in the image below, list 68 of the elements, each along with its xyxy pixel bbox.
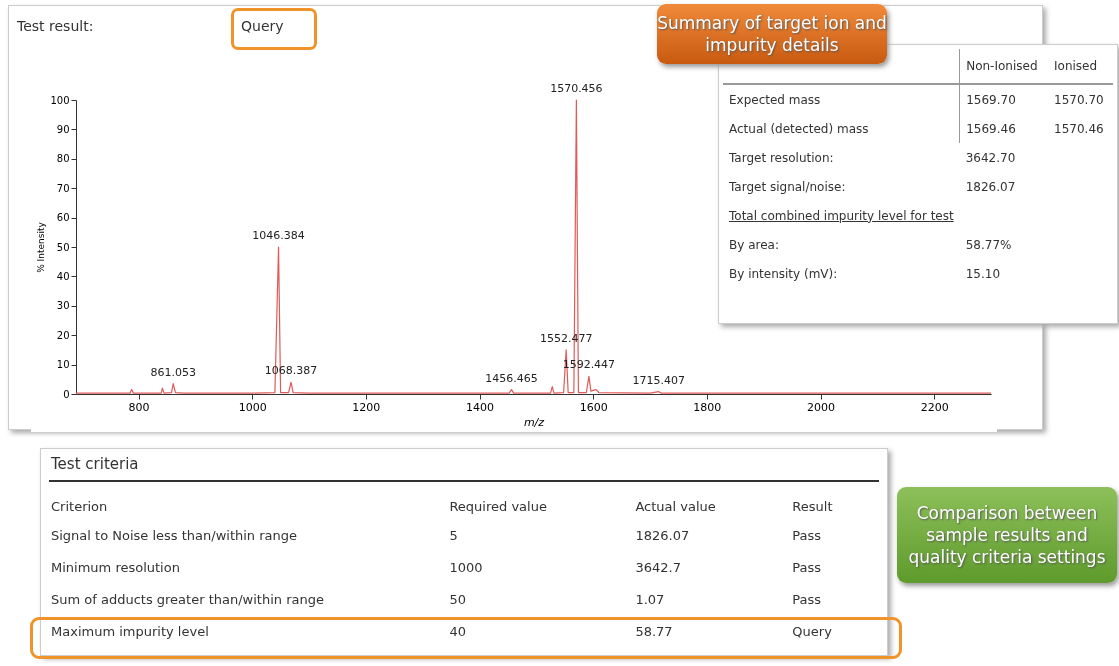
text: 5 <box>449 527 458 543</box>
text: 58.77% <box>965 237 1012 252</box>
text: 3642.7 <box>635 559 681 575</box>
text: 1569.70 <box>966 92 1016 107</box>
text: 1569.46 <box>966 121 1016 136</box>
x-tick-label: 1400 <box>466 400 495 414</box>
category-label: Result <box>791 497 834 516</box>
text: 1.07 <box>635 591 665 607</box>
text: Criterion <box>50 497 109 516</box>
text: Pass <box>792 527 822 543</box>
text: Summary of target ion and impurity details <box>657 4 887 64</box>
category-label: Total combined impurity level for test <box>729 208 954 223</box>
x-tick-label: 1000 <box>238 400 267 414</box>
category-label: By intensity (mV): <box>729 266 838 281</box>
text: Comparison between sample results and quality criteria settings <box>897 487 1117 583</box>
category-label: Signal to Noise less than/within range <box>51 527 298 543</box>
text: 3642.70 <box>965 150 1016 165</box>
annotation: 1715.407 <box>632 373 686 387</box>
category-label: Actual (detected) mass <box>729 121 869 136</box>
category-label: Maximum impurity level <box>51 623 209 639</box>
y-tick-label: 0 <box>63 388 70 400</box>
text: 40 <box>449 623 466 639</box>
category-label: Minimum resolution <box>51 559 180 575</box>
text: Pass <box>792 591 822 607</box>
category-label: Non-Ionised <box>959 49 1049 84</box>
x-axis-title: m/z <box>523 415 545 429</box>
category-label: Required value <box>448 497 548 516</box>
y-tick-label: 50 <box>56 241 70 253</box>
annotation: 1570.456 <box>550 82 603 95</box>
x-tick-label: 1600 <box>579 400 608 414</box>
x-tick-label: 2200 <box>920 400 949 414</box>
category-label: By area: <box>729 237 779 252</box>
y-tick-label: 90 <box>56 123 70 135</box>
x-tick-label: 800 <box>128 400 150 414</box>
y-tick-label: 80 <box>56 153 70 165</box>
y-axis-title: % Intensity <box>36 221 47 273</box>
text: 1570.70 <box>1054 92 1104 107</box>
category-label: Expected mass <box>729 92 821 107</box>
text: 1826.07 <box>635 527 690 543</box>
text: Query <box>792 623 832 639</box>
x-tick-label: 2000 <box>807 400 835 414</box>
chart-title: Test result: <box>17 18 94 34</box>
text: Test criteria <box>51 455 139 473</box>
text: Pass <box>792 559 822 575</box>
text: 1570.46 <box>1054 121 1104 136</box>
y-tick-label: 100 <box>50 94 70 106</box>
annotation: 861.053 <box>150 365 196 379</box>
y-tick-label: 30 <box>56 300 70 312</box>
category-label: Target signal/noise: <box>729 179 846 194</box>
text: 50 <box>449 591 466 607</box>
y-tick-label: 20 <box>56 329 70 341</box>
text: 15.10 <box>965 266 1001 281</box>
text: 1826.07 <box>965 179 1016 194</box>
annotation: 1456.465 <box>485 371 538 385</box>
x-tick-label: 1200 <box>352 400 381 414</box>
y-tick-label: 10 <box>56 359 70 371</box>
y-tick-label: 40 <box>56 270 70 282</box>
annotation: 1046.384 <box>252 229 305 242</box>
category-label: Sum of adducts greater than/within range <box>51 591 324 607</box>
category-label: Target resolution: <box>729 150 834 165</box>
x-tick-label: 1800 <box>693 400 722 414</box>
y-tick-label: 60 <box>56 212 70 224</box>
text: 58.77 <box>635 623 673 639</box>
category-label: Ionised <box>1048 49 1113 84</box>
chart-subtitle: Query <box>241 18 284 34</box>
y-tick-label: 70 <box>56 182 70 194</box>
category-label: Actual value <box>634 497 717 516</box>
text: 1000 <box>449 559 483 575</box>
